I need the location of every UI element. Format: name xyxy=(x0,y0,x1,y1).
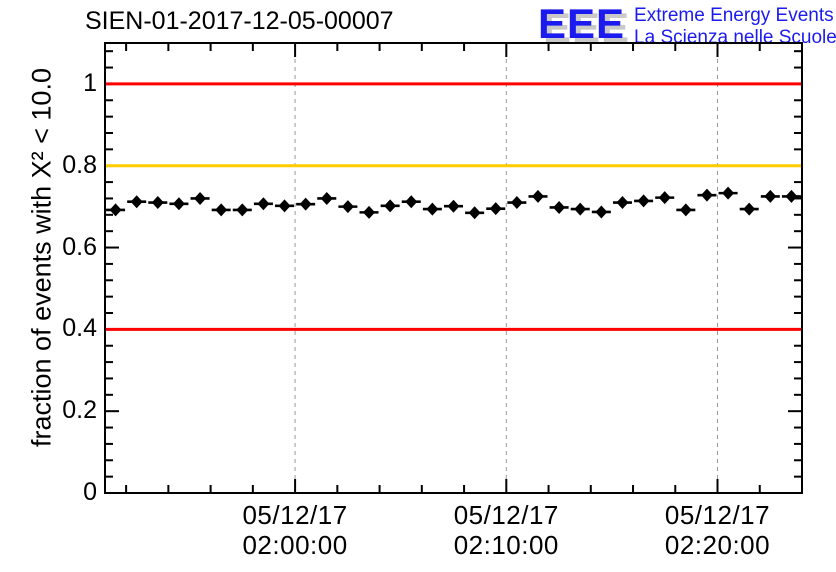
x-tick-date: 05/12/17 xyxy=(453,500,559,530)
y-tick-label: 1 xyxy=(83,68,97,97)
data-point-marker xyxy=(510,196,523,210)
data-point-marker xyxy=(299,197,312,211)
data-point-marker xyxy=(384,199,397,213)
data-point-marker xyxy=(553,200,566,214)
data-point-marker xyxy=(658,191,671,205)
data-point-marker xyxy=(172,197,185,211)
data-point-marker xyxy=(447,199,460,213)
y-tick-label: 0.6 xyxy=(62,232,97,261)
data-point-marker xyxy=(109,203,122,217)
data-point-marker xyxy=(489,202,502,216)
data-point-marker xyxy=(468,206,481,220)
data-point-marker xyxy=(764,189,777,203)
x-tick-label: 05/12/17 02:10:00 xyxy=(454,500,559,560)
x-tick-label: 05/12/17 02:20:00 xyxy=(665,500,770,560)
x-tick-label: 05/12/17 02:00:00 xyxy=(242,500,347,560)
data-point-marker xyxy=(785,189,798,203)
x-tick-date: 05/12/17 xyxy=(242,500,348,530)
data-point-marker xyxy=(236,203,249,217)
data-point-marker xyxy=(679,203,692,217)
x-tick-time: 02:10:00 xyxy=(453,530,559,560)
data-point-marker xyxy=(151,196,164,210)
x-tick-time: 02:20:00 xyxy=(664,530,771,560)
y-tick-label: 0.4 xyxy=(62,314,97,343)
eee-logo-line1: Extreme Energy Events xyxy=(634,5,834,26)
y-tick-label: 0 xyxy=(83,478,97,506)
data-point-marker xyxy=(637,194,650,208)
data-point-marker xyxy=(574,202,587,216)
x-tick-time: 02:00:00 xyxy=(242,530,348,560)
eee-logo-acronym: EEE xyxy=(538,0,626,47)
data-point-marker xyxy=(194,191,207,205)
data-point-marker xyxy=(341,200,354,214)
x-tick-date: 05/12/17 xyxy=(664,500,771,530)
data-point-marker xyxy=(320,191,333,205)
data-point-marker xyxy=(616,196,629,210)
data-point-marker xyxy=(426,202,439,216)
data-point-marker xyxy=(700,188,713,202)
data-point-marker xyxy=(363,205,376,219)
data-point-marker xyxy=(743,202,756,216)
data-point-marker xyxy=(531,189,544,203)
data-point-marker xyxy=(722,186,735,200)
data-point-marker xyxy=(130,195,143,209)
data-point-marker xyxy=(257,197,270,211)
plot-frame xyxy=(104,42,803,494)
data-point-marker xyxy=(405,195,418,209)
page-title: SIEN-01-2017-12-05-00007 xyxy=(85,7,394,35)
data-point-marker xyxy=(595,205,608,219)
y-tick-label: 0.8 xyxy=(62,150,97,179)
y-tick-label: 0.2 xyxy=(62,396,97,425)
data-point-marker xyxy=(215,203,228,217)
data-point-marker xyxy=(278,199,291,213)
